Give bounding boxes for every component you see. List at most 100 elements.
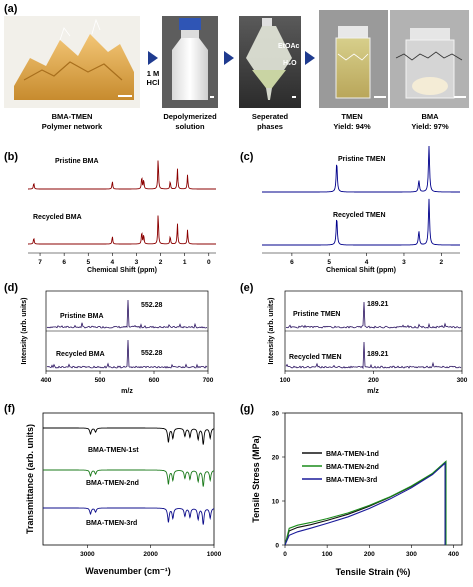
tensile-curve-3rd <box>284 461 446 546</box>
x-tick-label: 400 <box>41 377 52 384</box>
x-axis-title: Chemical Shift (ppm) <box>326 267 396 274</box>
photo-depolymerized-solution <box>162 16 218 108</box>
y-axis-title: Intensity (arb. units) <box>268 298 275 365</box>
ms-label-recycled-bma: Recycled BMA <box>56 351 105 358</box>
panel-a-label: (a) <box>4 3 18 15</box>
photo-separated-phases <box>239 16 301 108</box>
y-axis-title: Tensile Stress (MPa) <box>251 435 261 522</box>
y-tick-label: 30 <box>272 411 280 418</box>
spectrum-recycled-bma <box>28 215 216 245</box>
x-tick-label: 5 <box>327 259 331 266</box>
caption-polymer-line1: BMA-TMEN <box>52 112 93 121</box>
x-tick-label: 3000 <box>80 551 95 558</box>
caption-sep-line2: phases <box>257 122 283 131</box>
x-ticks: 7 6 5 4 3 2 1 0 <box>38 253 211 266</box>
x-tick-label: 200 <box>364 551 375 558</box>
spectrum-label-pristine-bma: Pristine BMA <box>55 158 99 165</box>
panel-e: (e) Pristine TMEN 189.21 Recycled TMEN 1… <box>240 282 468 395</box>
x-tick-label: 300 <box>457 377 468 384</box>
caption-bma-line1: BMA <box>421 112 439 121</box>
spectrum-recycled-tmen <box>262 198 460 246</box>
x-tick-label: 100 <box>280 377 291 384</box>
x-tick-label: 3 <box>402 259 406 266</box>
x-axis-title: m/z <box>367 388 379 395</box>
y-tick-label: 20 <box>272 455 280 462</box>
plot-frame <box>42 412 215 546</box>
x-ticks: 0 100 200 300 400 <box>283 545 459 558</box>
x-tick-label: 6 <box>62 259 66 266</box>
x-ticks: 400 500 600 700 <box>41 371 214 384</box>
ftir-label-3rd: BMA-TMEN-3rd <box>86 520 137 527</box>
arrow1-label-line1: 1 M <box>147 69 160 78</box>
label-etoac: EtOAc <box>278 43 300 50</box>
x-axis-title: Tensile Strain (%) <box>336 567 411 577</box>
ms-peak-value-recycled: 552.28 <box>141 350 163 357</box>
x-tick-label: 4 <box>111 259 115 266</box>
arrow1-label-line2: HCl <box>147 78 160 87</box>
legend-label-3rd: BMA-TMEN-3rd <box>326 477 377 484</box>
ms-label-recycled-tmen: Recycled TMEN <box>289 354 342 361</box>
ms-peak-value-pristine: 189.21 <box>367 301 389 308</box>
arrow-icon <box>224 51 234 65</box>
x-tick-label: 2000 <box>143 551 158 558</box>
panel-g-label: (g) <box>240 403 254 415</box>
x-tick-label: 7 <box>38 259 42 266</box>
legend-label-1nd: BMA-TMEN-1nd <box>326 451 379 458</box>
x-tick-label: 2 <box>440 259 444 266</box>
panel-f: (f) BMA-TMEN-1st BMA-TMEN-2nd BMA-TMEN-3… <box>4 403 222 576</box>
caption-tmen-line2: Yield: 94% <box>333 122 371 131</box>
y-axis-title: Intensity (arb. units) <box>21 298 28 365</box>
caption-polymer-line2: Polymer network <box>42 122 103 131</box>
x-tick-label: 6 <box>290 259 294 266</box>
ms-peak-value-pristine: 552.28 <box>141 302 163 309</box>
legend: BMA-TMEN-1nd BMA-TMEN-2nd BMA-TMEN-3rd <box>302 451 379 484</box>
y-ticks: 0 10 20 30 <box>272 411 285 550</box>
y-axis-title: Transmittance (arb. units) <box>25 424 35 534</box>
panel-d: (d) Pristine BMA 552.28 Recycled BMA 552… <box>4 282 214 395</box>
panel-b: (b) Pristine BMA Recycled BMA 7 6 5 4 3 2 1 0 C… <box>4 151 216 274</box>
x-tick-label: 5 <box>86 259 90 266</box>
x-ticks: 100 200 300 <box>280 371 468 384</box>
x-tick-label: 1 <box>183 259 187 266</box>
photo-polymer-network <box>4 16 140 108</box>
legend-label-2nd: BMA-TMEN-2nd <box>326 464 379 471</box>
arrow-icon <box>148 51 158 65</box>
arrow-icon <box>305 51 315 65</box>
x-axis-title: m/z <box>121 388 133 395</box>
panel-c: (c) Pristine TMEN Recycled TMEN 6 5 4 3 2 Ch… <box>240 145 460 274</box>
spectrum-label-pristine-tmen: Pristine TMEN <box>338 156 385 163</box>
ftir-3rd <box>43 507 215 525</box>
ftir-label-1st: BMA-TMEN-1st <box>88 447 139 454</box>
spectrum-label-recycled-bma: Recycled BMA <box>33 214 82 221</box>
spectrum-label-recycled-tmen: Recycled TMEN <box>333 212 386 219</box>
panel-d-label: (d) <box>4 282 18 294</box>
ftir-1st <box>43 427 215 445</box>
x-tick-label: 500 <box>95 377 106 384</box>
ms-recycled-bma <box>46 339 208 369</box>
x-tick-label: 4 <box>365 259 369 266</box>
ms-label-pristine-tmen: Pristine TMEN <box>293 311 340 318</box>
plot-frame <box>284 412 463 546</box>
ms-label-pristine-bma: Pristine BMA <box>60 313 104 320</box>
x-tick-label: 200 <box>368 377 379 384</box>
panel-g: (g) BMA-TMEN-1nd BMA-TMEN-2nd BMA-TMEN-3… <box>240 403 463 577</box>
x-tick-label: 400 <box>448 551 459 558</box>
x-tick-label: 300 <box>406 551 417 558</box>
x-tick-label: 100 <box>322 551 333 558</box>
ms-pristine-tmen <box>285 301 462 329</box>
x-tick-label: 0 <box>283 551 287 558</box>
label-h2o: H₂O <box>283 60 297 67</box>
x-tick-label: 2 <box>159 259 163 266</box>
ftir-label-2nd: BMA-TMEN-2nd <box>86 480 139 487</box>
panel-f-label: (f) <box>4 403 15 415</box>
ms-recycled-tmen <box>285 341 462 370</box>
tensile-curve-2nd <box>284 460 447 546</box>
spectrum-pristine-bma <box>28 160 216 190</box>
photo-tmen-vial <box>319 10 388 108</box>
x-tick-label: 600 <box>149 377 160 384</box>
x-axis-title: Chemical Shift (ppm) <box>87 267 157 274</box>
x-tick-label: 0 <box>207 259 211 266</box>
ms-pristine-bma <box>46 299 208 329</box>
